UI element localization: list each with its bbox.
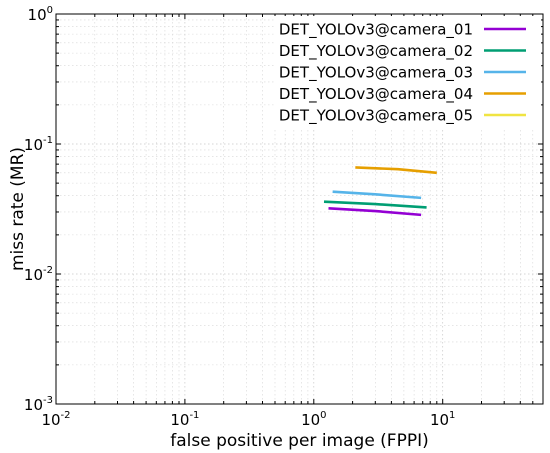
legend-label: DET_YOLOv3@camera_01 (279, 21, 473, 40)
grid (55, 13, 544, 405)
y-tick-label: 10-1 (24, 135, 53, 154)
x-tick-label-exponent: -1 (189, 410, 199, 421)
y-tick-label-base: 10 (24, 396, 43, 414)
y-tick-label-exponent: -1 (43, 135, 53, 146)
y-tick-label: 10-2 (24, 265, 53, 284)
x-tick-label-base: 10 (430, 411, 449, 429)
legend-label: DET_YOLOv3@camera_04 (279, 85, 473, 104)
x-tick-label: 10-1 (170, 410, 199, 429)
y-tick-label-exponent: 0 (47, 5, 53, 16)
y-axis-label: miss rate (MR) (8, 147, 28, 271)
x-tick-label-exponent: 0 (320, 410, 326, 421)
plot-area (323, 124, 462, 217)
x-tick-label-base: 10 (170, 411, 189, 429)
legend-label: DET_YOLOv3@camera_05 (279, 107, 473, 126)
legend-label: DET_YOLOv3@camera_03 (279, 64, 473, 83)
x-axis-label: false positive per image (FPPI) (170, 431, 429, 451)
series-line-1 (328, 207, 422, 217)
y-tick-label-base: 10 (28, 6, 47, 24)
x-tick-label: 101 (430, 410, 455, 429)
y-tick-label-base: 10 (24, 266, 43, 284)
y-tick-label: 100 (28, 5, 53, 24)
y-tick-label-exponent: -2 (43, 265, 53, 276)
y-tick-label-base: 10 (24, 136, 43, 154)
x-tick-label: 10-2 (41, 410, 70, 429)
y-tick-label: 10-3 (24, 395, 53, 414)
series-line-2 (323, 200, 427, 209)
legend-label: DET_YOLOv3@camera_02 (279, 42, 473, 61)
x-tick-label: 100 (301, 410, 326, 429)
series-line-4 (355, 166, 437, 175)
series-line-3 (332, 190, 422, 200)
legend: DET_YOLOv3@camera_01 DET_YOLOv3@camera_02… (274, 16, 541, 130)
x-tick-label-exponent: 1 (449, 410, 455, 421)
plot-frame (55, 13, 544, 405)
x-axis-tick-labels: 10-2 10-1 100 101 (41, 410, 455, 429)
x-tick-label-base: 10 (301, 411, 320, 429)
x-tick-label-exponent: -2 (61, 410, 71, 421)
x-tick-label-base: 10 (41, 411, 60, 429)
y-tick-label-exponent: -3 (43, 395, 53, 406)
